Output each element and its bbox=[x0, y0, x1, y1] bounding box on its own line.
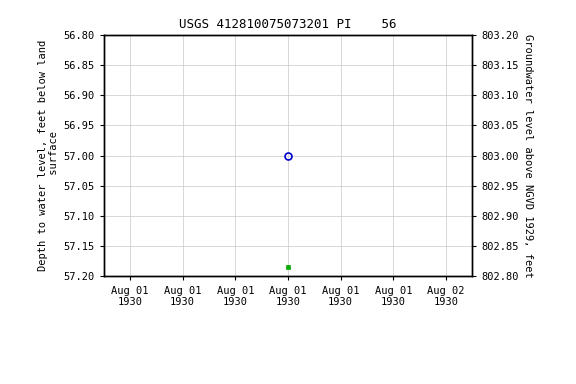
Y-axis label: Groundwater level above NGVD 1929, feet: Groundwater level above NGVD 1929, feet bbox=[523, 34, 533, 277]
Title: USGS 412810075073201 PI    56: USGS 412810075073201 PI 56 bbox=[179, 18, 397, 31]
Y-axis label: Depth to water level, feet below land
 surface: Depth to water level, feet below land su… bbox=[37, 40, 59, 271]
